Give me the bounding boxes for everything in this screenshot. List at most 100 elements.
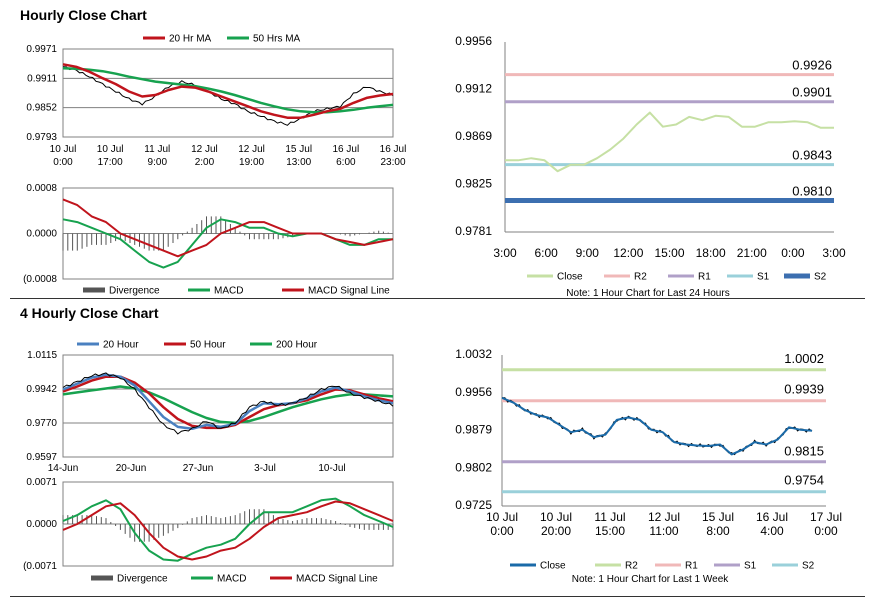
y-tick-label: 0.9781 — [455, 224, 492, 238]
x-tick-time: 11:00 — [649, 524, 678, 538]
x-tick-time: 4:00 — [760, 524, 784, 538]
x-tick-time: 19:00 — [239, 157, 264, 168]
x-tick-label: 12:00 — [613, 246, 643, 260]
legend-s1-label: S1 — [757, 272, 770, 283]
y-tick-label: 0.9956 — [455, 34, 492, 48]
y-tick-label: 0.9725 — [455, 498, 492, 512]
close-line — [505, 111, 834, 173]
x-tick-label: 3:00 — [822, 246, 846, 260]
ma200-line — [62, 385, 394, 425]
y-tick-label: 0.0000 — [26, 229, 57, 240]
x-tick-label: 3:00 — [493, 246, 517, 260]
legend-50-hour-label: 50 Hour — [190, 340, 226, 351]
legend-signal-line-label: MACD Signal Line — [296, 574, 378, 585]
x-tick-label: 9:00 — [576, 246, 600, 260]
chart-note: Note: 1 Hour Chart for Last 24 Hours — [566, 288, 729, 299]
x-tick-label: 27-Jun — [183, 463, 214, 474]
chart-note: Note: 1 Hour Chart for Last 1 Week — [572, 574, 730, 585]
hourly-section-title: Hourly Close Chart — [20, 7, 147, 23]
x-tick-time: 23:00 — [380, 157, 405, 168]
plot-frame — [62, 48, 394, 138]
legend-close-label: Close — [540, 561, 566, 572]
y-tick-label: 1.0115 — [27, 350, 57, 361]
x-tick-time: 6:00 — [336, 157, 356, 168]
x-tick-label: 14-Jun — [48, 463, 79, 474]
legend-divergence-label: Divergence — [109, 286, 160, 297]
x-tick-date: 16 Jul — [756, 510, 788, 524]
x-tick-label: 20-Jun — [116, 463, 147, 474]
x-tick-date: 12 Jul — [191, 144, 218, 155]
legend-r1-label: R1 — [685, 561, 698, 572]
y-tick-label: 0.9912 — [455, 82, 492, 96]
y-tick-label: 0.0071 — [26, 477, 57, 488]
x-tick-date: 11 Jul — [144, 144, 170, 155]
legend-s2-label: S2 — [814, 272, 827, 283]
y-tick-label: 0.9852 — [26, 103, 57, 114]
legend-macd-label: MACD — [214, 286, 243, 297]
x-tick-date: 15 Jul — [285, 144, 312, 155]
legend-divergence-label: Divergence — [117, 574, 168, 585]
x-tick-date: 12 Jul — [238, 144, 265, 155]
y-tick-label: (0.0008 — [23, 274, 57, 285]
level-label-s2: 0.9810 — [792, 184, 832, 199]
x-tick-label: 10-Jul — [318, 463, 345, 474]
x-tick-date: 10 Jul — [486, 510, 518, 524]
legend-20-hour-label: 20 Hour — [103, 340, 139, 351]
x-tick-time: 0:00 — [53, 157, 73, 168]
x-tick-time: 0:00 — [490, 524, 514, 538]
x-tick-date: 10 Jul — [97, 144, 124, 155]
signal-line — [62, 500, 394, 561]
y-tick-label: 0.9956 — [455, 385, 492, 399]
level-label-r2: 1.0002 — [784, 351, 824, 366]
legend-s2-label: S2 — [802, 561, 815, 572]
x-tick-time: 8:00 — [706, 524, 730, 538]
legend-r2-label: R2 — [625, 561, 638, 572]
y-tick-label: 0.9802 — [455, 460, 492, 474]
signal-line — [62, 198, 394, 258]
legend-r1-label: R1 — [698, 272, 711, 283]
four-hourly-section-title: 4 Hourly Close Chart — [20, 305, 159, 321]
x-tick-time: 0:00 — [814, 524, 838, 538]
bottom-divider — [10, 596, 865, 597]
x-tick-date: 16 Jul — [333, 144, 360, 155]
x-tick-date: 12 Jul — [648, 510, 680, 524]
level-label-s1: 0.9815 — [784, 444, 824, 459]
ma20-line — [62, 63, 394, 119]
y-tick-label: 0.0000 — [26, 519, 57, 530]
plot-frame — [62, 354, 394, 458]
price-line — [62, 372, 394, 435]
level-label-s2: 0.9754 — [784, 473, 824, 488]
y-tick-label: 0.9597 — [26, 452, 57, 463]
x-tick-label: 21:00 — [737, 246, 767, 260]
x-tick-date: 10 Jul — [50, 144, 77, 155]
y-tick-label: 0.9879 — [455, 423, 492, 437]
x-tick-time: 17:00 — [98, 157, 123, 168]
y-tick-label: 0.9911 — [27, 73, 57, 84]
x-tick-time: 13:00 — [286, 157, 311, 168]
x-tick-label: 18:00 — [696, 246, 726, 260]
x-tick-date: 16 Jul — [380, 144, 407, 155]
x-tick-label: 0:00 — [781, 246, 805, 260]
y-tick-label: 0.9825 — [455, 177, 492, 191]
section-divider — [10, 298, 865, 299]
y-tick-label: 1.0032 — [455, 347, 492, 361]
x-tick-time: 9:00 — [148, 157, 168, 168]
legend-close-label: Close — [557, 272, 583, 283]
y-tick-label: 0.0008 — [26, 183, 57, 194]
legend-s1-label: S1 — [744, 561, 757, 572]
y-tick-label: (0.0071 — [23, 561, 57, 572]
legend-signal-line-label: MACD Signal Line — [308, 286, 390, 297]
close-line-detail — [501, 397, 813, 456]
x-tick-label: 6:00 — [534, 246, 558, 260]
y-tick-label: 0.9942 — [26, 384, 57, 395]
price-line — [62, 66, 394, 126]
legend-200-hour-label: 200 Hour — [276, 340, 318, 351]
x-tick-label: 15:00 — [654, 246, 684, 260]
y-tick-label: 0.9770 — [26, 418, 57, 429]
level-label-r1: 0.9901 — [792, 85, 832, 100]
x-tick-date: 11 Jul — [594, 510, 625, 524]
x-tick-date: 10 Jul — [540, 510, 572, 524]
y-tick-label: 0.9793 — [26, 132, 57, 143]
level-label-r2: 0.9926 — [792, 58, 832, 73]
x-tick-date: 17 Jul — [810, 510, 842, 524]
